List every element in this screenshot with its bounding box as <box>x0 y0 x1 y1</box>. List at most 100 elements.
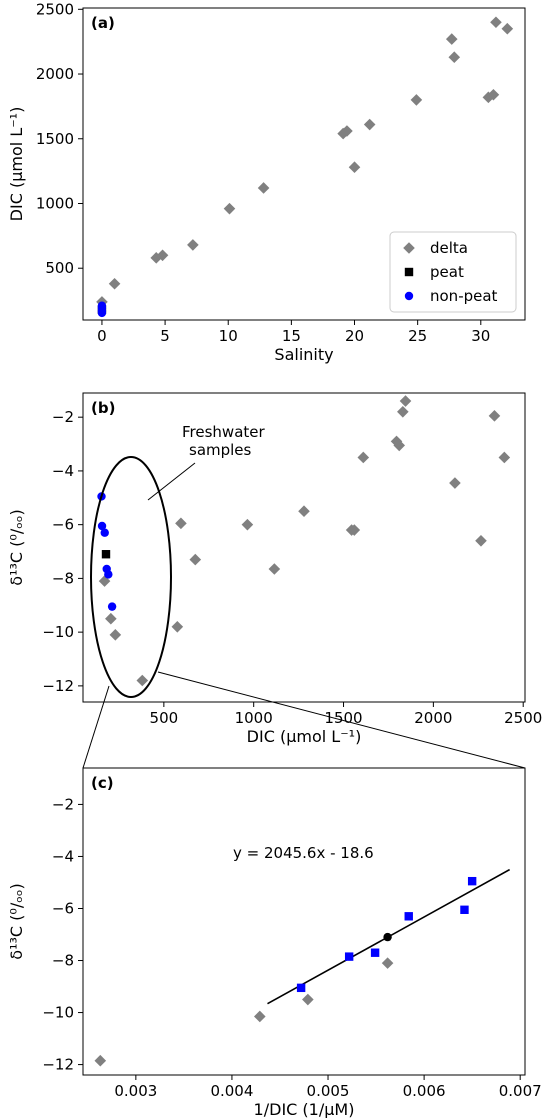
data-point-delta <box>108 277 121 290</box>
data-point-non-peat <box>100 528 109 537</box>
legend-label-non-peat: non-peat <box>430 287 498 305</box>
x-tick-label: 0.006 <box>403 1082 446 1100</box>
y-axis-label: DIC (μmol L⁻¹) <box>7 107 26 222</box>
x-tick-label: 10 <box>219 327 238 345</box>
panel-label: (a) <box>91 14 115 32</box>
data-point-delta <box>501 22 514 35</box>
data-point-delta <box>475 534 487 547</box>
data-point-delta <box>257 182 270 194</box>
y-tick-label: 2500 <box>36 0 74 18</box>
data-point-peat <box>383 932 392 942</box>
legend-label-delta: delta <box>430 239 468 257</box>
legend-box <box>389 231 517 313</box>
x-axis-label: Salinity <box>274 345 333 364</box>
data-point-delta <box>223 202 236 215</box>
data-point-non-peat <box>370 948 380 957</box>
plot-frame <box>82 392 526 703</box>
data-point-delta <box>337 127 349 140</box>
data-point-delta <box>175 517 187 530</box>
x-tick-label: 5 <box>160 327 170 345</box>
x-tick-label: 2000 <box>414 709 452 727</box>
data-point-delta <box>341 125 353 137</box>
legend-marker-peat <box>404 267 414 277</box>
x-tick-label: 0.003 <box>114 1082 157 1100</box>
x-tick-label: 20 <box>345 327 364 345</box>
data-point-delta <box>156 249 169 262</box>
data-point-delta <box>490 16 502 29</box>
data-point-delta <box>348 161 361 174</box>
y-tick-label: −12 <box>42 1056 74 1074</box>
data-point-delta <box>298 505 310 518</box>
y-tick-label: −10 <box>42 623 74 641</box>
y-tick-label: −8 <box>52 569 74 587</box>
chart-panel-b: 500 1000 1500 2000 2500 −12 −10 −8 −6 −4 −2 DIC (μm… <box>7 392 542 746</box>
y-tick-label: 500 <box>45 259 74 277</box>
y-axis-label: δ¹³C (⁰/ₒₒ) <box>7 509 26 585</box>
x-tick-label: 2500 <box>504 709 542 727</box>
annotation-line-2: samples <box>189 441 252 459</box>
data-point-delta <box>171 620 184 633</box>
panel-label: (c) <box>91 774 114 792</box>
zoom-connector-lines <box>82 671 526 769</box>
y-tick-label: −10 <box>42 1004 74 1022</box>
data-point-delta <box>363 118 376 131</box>
chart-panel-c: 0.003 0.004 0.005 0.006 0.007 −12 −10 −8 −6 −4 −2 1… <box>7 767 542 1118</box>
x-tick-label: 15 <box>282 327 301 345</box>
data-point-delta <box>381 957 394 969</box>
x-tick-label: 500 <box>150 709 179 727</box>
data-point-delta <box>399 395 412 407</box>
data-point-delta <box>397 406 409 418</box>
x-tick-label: 1000 <box>235 709 273 727</box>
data-point-non-peat <box>107 602 117 611</box>
data-point-delta <box>254 1010 266 1023</box>
y-tick-label: −2 <box>52 795 74 813</box>
x-tick-label: 30 <box>471 327 490 345</box>
data-point-delta <box>449 477 461 489</box>
data-point-delta <box>189 553 202 566</box>
chart-panel-a: 0 5 10 15 20 25 30 500 1000 1500 2000 2500 Salinity D… <box>7 0 526 364</box>
zoom-connector-left <box>82 685 110 769</box>
x-tick-label: 0.007 <box>499 1082 542 1100</box>
data-point-delta <box>488 410 501 422</box>
legend-label-peat: peat <box>430 263 464 281</box>
y-tick-label: 2000 <box>36 65 74 83</box>
data-point-non-peat <box>104 570 113 579</box>
data-point-delta <box>109 629 122 641</box>
annotation-line-1: Freshwater <box>182 423 265 441</box>
data-point-non-peat <box>344 952 354 961</box>
data-point-non-peat <box>97 308 107 318</box>
data-point-delta <box>448 51 461 63</box>
data-point-non-peat <box>296 983 306 993</box>
data-point-non-peat <box>460 905 469 914</box>
y-tick-label: −6 <box>52 899 74 917</box>
panel-label: (b) <box>91 399 115 417</box>
data-point-delta <box>445 33 458 45</box>
x-tick-label: 0.005 <box>307 1082 350 1100</box>
y-tick-label: −8 <box>52 952 74 970</box>
data-point-delta <box>348 524 361 536</box>
legend-marker-non-peat <box>404 291 414 301</box>
data-point-delta <box>302 993 314 1006</box>
data-point-delta <box>498 451 511 464</box>
data-point-delta <box>390 435 403 448</box>
data-point-delta <box>487 88 500 101</box>
y-tick-label: −6 <box>52 516 74 534</box>
freshwater-ellipse <box>90 456 172 698</box>
x-axis-label: 1/DIC (1/μM) <box>254 1100 355 1118</box>
data-point-delta <box>94 1054 107 1067</box>
data-point-delta <box>410 94 423 106</box>
data-point-delta <box>482 91 495 104</box>
x-tick-label: 0 <box>97 327 107 345</box>
plot-frame <box>82 767 526 1076</box>
legend-marker-delta <box>403 242 415 254</box>
y-tick-label: 1500 <box>36 130 74 148</box>
data-point-delta <box>241 518 254 531</box>
data-point-non-peat <box>97 521 107 531</box>
y-tick-label: −12 <box>42 677 74 695</box>
data-point-non-peat <box>467 876 477 886</box>
data-point-delta <box>105 612 117 625</box>
y-axis-label: δ¹³C (⁰/ₒₒ) <box>7 883 26 959</box>
y-tick-label: 1000 <box>36 194 74 212</box>
x-tick-label: 0.004 <box>210 1082 253 1100</box>
